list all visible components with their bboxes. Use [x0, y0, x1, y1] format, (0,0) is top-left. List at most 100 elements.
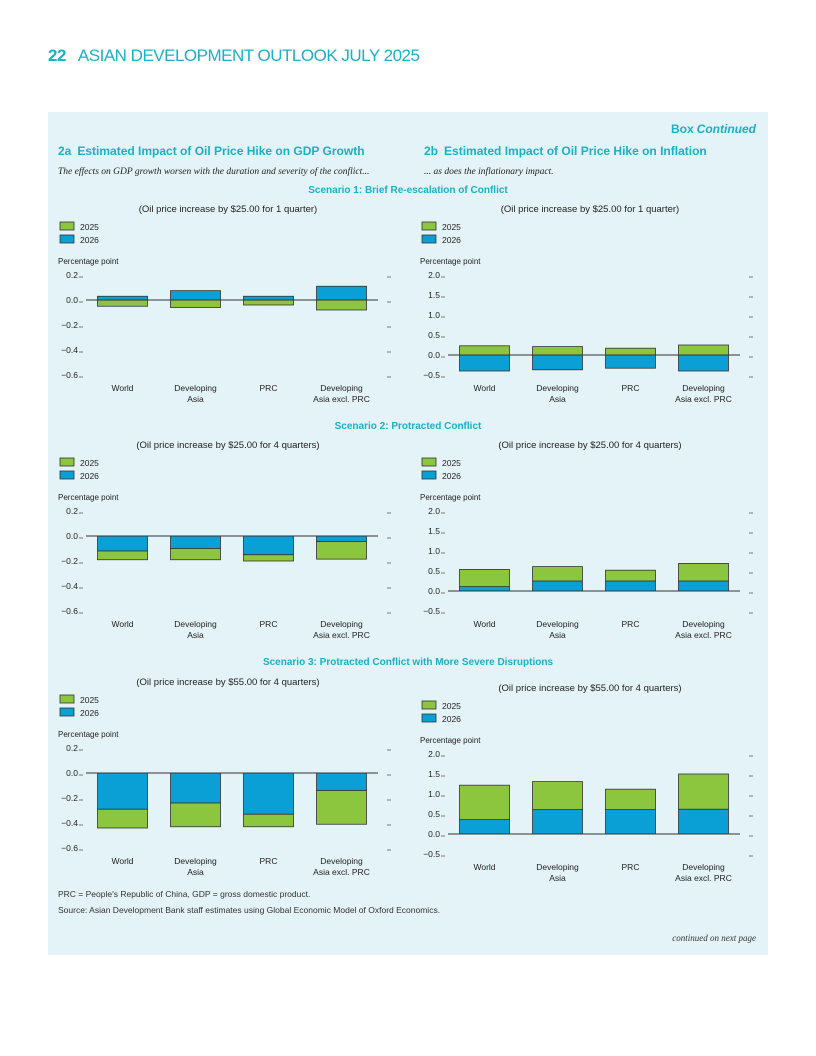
x-tick-label: Asia excl. PRC — [675, 394, 732, 404]
legend-swatch-2026 — [421, 470, 437, 480]
chart-subtitle: (Oil price increase by $55.00 for 4 quar… — [498, 683, 681, 694]
running-header: 22 ASIAN DEVELOPMENT OUTLOOK JULY 2025 — [48, 46, 420, 66]
bar-2026 — [459, 586, 510, 592]
bar-2025 — [97, 299, 148, 307]
y-tick-label: −0.4 — [61, 581, 78, 591]
legend-swatch-2025 — [59, 221, 75, 231]
y-axis-label: Percentage point — [58, 730, 119, 739]
legend-swatch-2025 — [421, 457, 437, 467]
y-tick-label: 0.5 — [428, 566, 440, 576]
y-tick-label: −0.2 — [61, 793, 78, 803]
y-tick-label: 1.0 — [428, 789, 440, 799]
box-panel: Box Continued 2a Estimated Impact of Oil P… — [48, 112, 768, 955]
bar-2025 — [316, 541, 367, 560]
x-tick-label: Asia excl. PRC — [313, 394, 370, 404]
scenario-3-title: Scenario 3: Protracted Conflict with Mor… — [262, 657, 554, 668]
chart-s1-gdp: (Oil price increase by $25.00 for 1 quar… — [48, 200, 408, 410]
y-tick-label: −0.2 — [61, 556, 78, 566]
figure-2a-title-text: Estimated Impact of Oil Price Hike on GD… — [77, 144, 365, 158]
y-tick-label: −0.6 — [61, 843, 78, 853]
y-tick-label: 0.0 — [428, 829, 440, 839]
x-tick-label: Developing — [682, 383, 725, 393]
bar-2026 — [243, 535, 294, 556]
box-label: Box Continued — [671, 122, 756, 136]
chart-subtitle: (Oil price increase by $25.00 for 4 quar… — [136, 440, 319, 451]
chart-subtitle: (Oil price increase by $25.00 for 4 quar… — [498, 440, 681, 451]
x-tick-label: Asia — [187, 867, 204, 877]
legend-label-2026: 2026 — [80, 471, 99, 481]
chart-s1-inflation: (Oil price increase by $25.00 for 1 quar… — [410, 200, 770, 410]
bar-2026 — [316, 535, 367, 543]
legend-label-2025: 2025 — [442, 458, 461, 468]
bar-2026 — [678, 354, 729, 372]
x-tick-label: PRC — [260, 383, 278, 393]
y-tick-label: 0.0 — [66, 531, 78, 541]
y-tick-label: 0.5 — [428, 809, 440, 819]
chart-svg: (Oil price increase by $25.00 for 1 quar… — [58, 204, 391, 404]
continued-note: continued on next page — [672, 933, 756, 943]
x-tick-label: Asia — [549, 394, 566, 404]
x-tick-label: World — [473, 383, 495, 393]
y-tick-label: 1.5 — [428, 526, 440, 536]
y-tick-label: −0.6 — [61, 606, 78, 616]
bar-2025 — [532, 566, 583, 582]
bar-2025 — [459, 784, 510, 820]
bar-2026 — [97, 772, 148, 810]
figure-2b-number: 2b — [424, 144, 439, 158]
legend-swatch-2025 — [421, 221, 437, 231]
x-tick-label: PRC — [260, 856, 278, 866]
x-tick-label: PRC — [622, 619, 640, 629]
chart-subtitle: (Oil price increase by $55.00 for 4 quar… — [136, 677, 319, 688]
bar-2025 — [605, 347, 656, 356]
chart-s2-inflation: (Oil price increase by $25.00 for 4 quar… — [410, 436, 770, 646]
y-tick-label: 1.5 — [428, 290, 440, 300]
bar-2026 — [243, 295, 294, 301]
source-note: Source: Asian Development Bank staff est… — [58, 905, 441, 915]
bar-2026 — [170, 535, 221, 549]
y-tick-label: −0.5 — [423, 606, 440, 616]
bar-2026 — [170, 772, 221, 804]
x-tick-label: Asia — [549, 630, 566, 640]
legend-swatch-2025 — [421, 700, 437, 710]
chart-svg: (Oil price increase by $25.00 for 4 quar… — [420, 440, 753, 640]
bar-2026 — [532, 809, 583, 835]
publication-title: ASIAN DEVELOPMENT OUTLOOK JULY 2025 — [77, 46, 420, 65]
legend-label-2026: 2026 — [442, 714, 461, 724]
bar-2026 — [459, 819, 510, 835]
page-number: 22 — [48, 46, 66, 65]
bar-2026 — [678, 580, 729, 592]
x-tick-label: Developing — [682, 619, 725, 629]
figure-2b-title: 2b Estimated Impact of Oil Price Hike on … — [424, 144, 707, 158]
legend-label-2025: 2025 — [80, 695, 99, 705]
chart-s3-inflation: (Oil price increase by $55.00 for 4 quar… — [410, 679, 770, 889]
bar-2025 — [243, 554, 294, 562]
y-tick-label: −0.4 — [61, 818, 78, 828]
y-axis-label: Percentage point — [420, 736, 481, 745]
figure-2a-number: 2a — [58, 144, 72, 158]
bar-2025 — [170, 548, 221, 561]
x-tick-label: Asia — [549, 873, 566, 883]
bar-2026 — [97, 295, 148, 301]
legend-label-2025: 2025 — [80, 222, 99, 232]
x-tick-label: Developing — [320, 383, 363, 393]
box-label-text: Box — [671, 122, 694, 136]
x-tick-label: Asia — [187, 394, 204, 404]
y-tick-label: 0.2 — [66, 506, 78, 516]
x-tick-label: Developing — [320, 619, 363, 629]
legend-swatch-2026 — [59, 470, 75, 480]
chart-svg: (Oil price increase by $25.00 for 1 quar… — [420, 204, 753, 404]
figure-2a-subtitle: The effects on GDP growth worsen with th… — [58, 167, 370, 177]
bar-2025 — [459, 568, 510, 587]
bar-2026 — [678, 808, 729, 835]
y-tick-label: 0.0 — [428, 350, 440, 360]
y-tick-label: −0.4 — [61, 345, 78, 355]
chart-subtitle: (Oil price increase by $25.00 for 1 quar… — [501, 204, 679, 215]
chart-svg: (Oil price increase by $25.00 for 4 quar… — [58, 440, 391, 640]
bar-2025 — [532, 346, 583, 356]
bar-2025 — [170, 802, 221, 828]
legend-swatch-2025 — [59, 457, 75, 467]
y-tick-label: −0.6 — [61, 370, 78, 380]
legend-label-2026: 2026 — [80, 235, 99, 245]
bar-2025 — [97, 808, 148, 829]
chart-svg: (Oil price increase by $55.00 for 4 quar… — [58, 677, 391, 877]
